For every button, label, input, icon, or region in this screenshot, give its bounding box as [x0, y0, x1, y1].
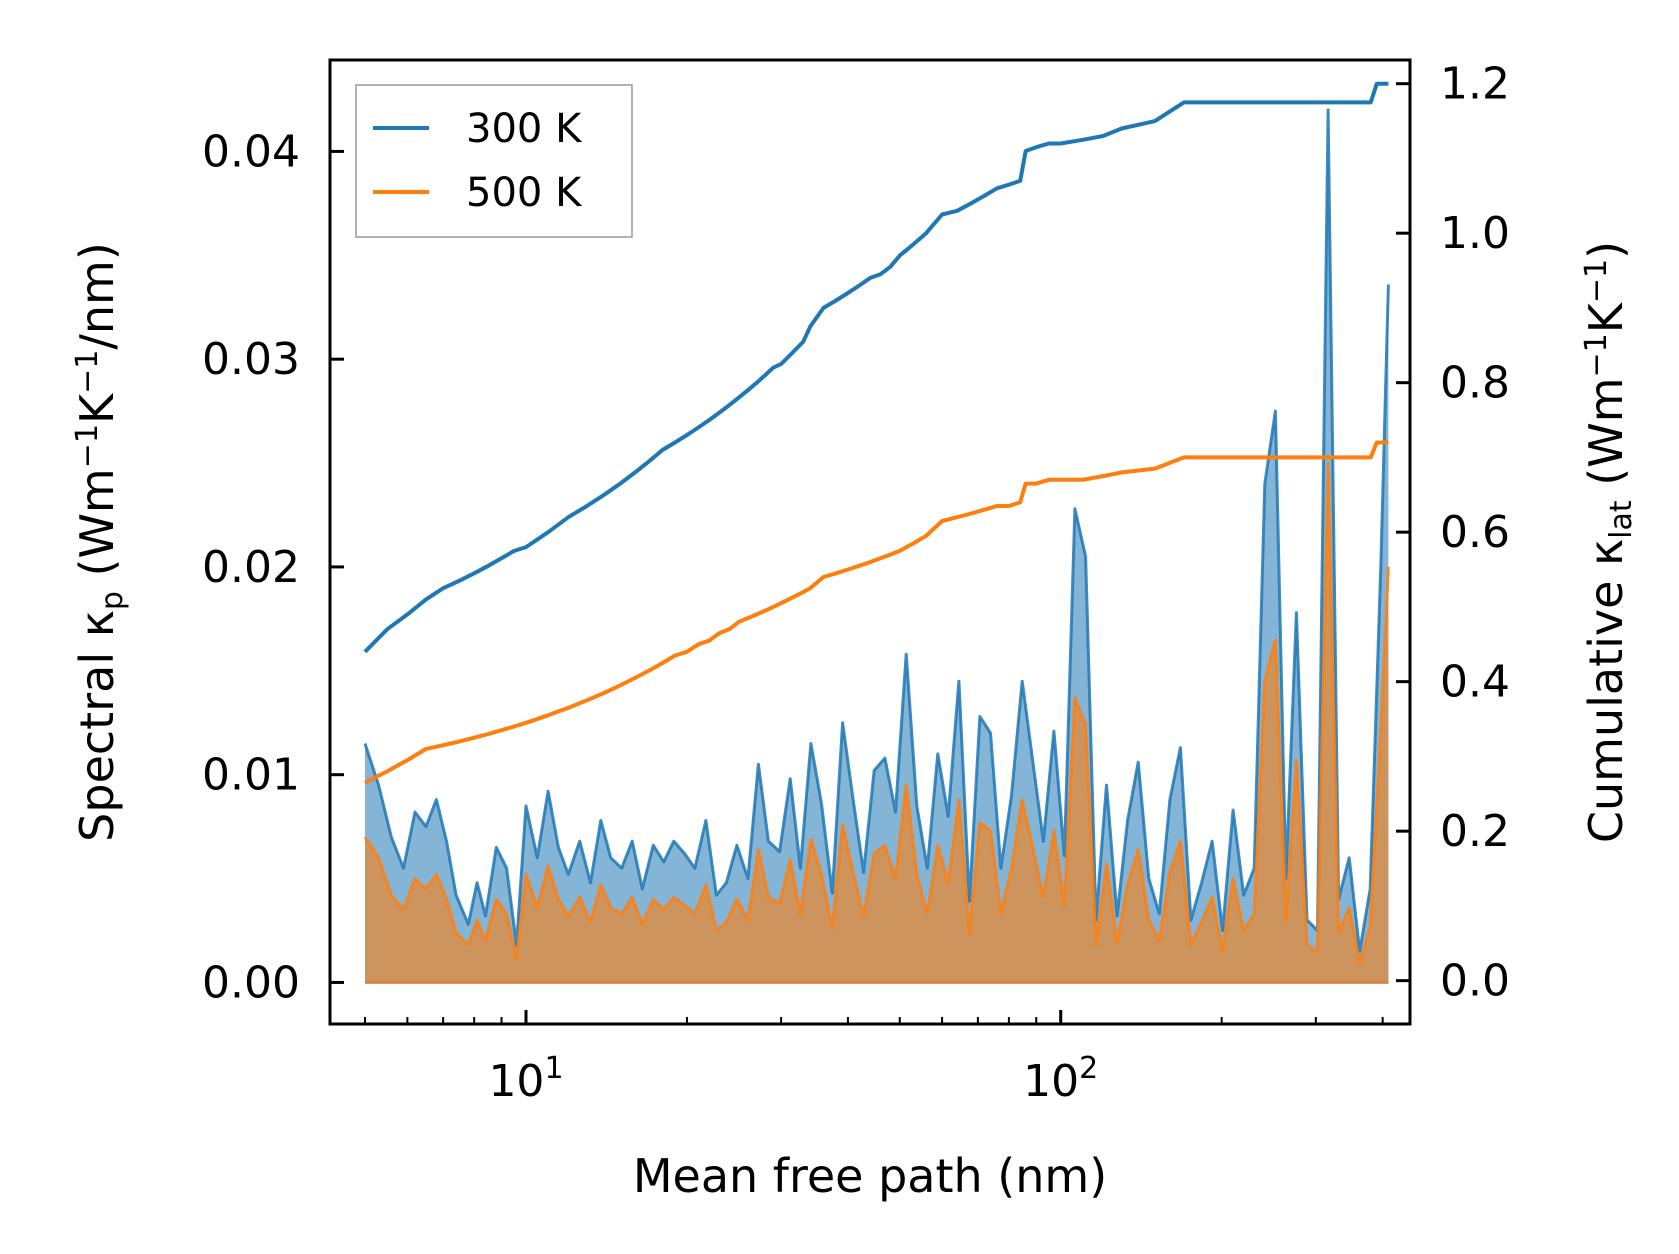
right-y-axis-title: Cumulative κlat (Wm−1K−1): [1579, 241, 1639, 843]
x-axis-title: Mean free path (nm): [633, 1149, 1107, 1203]
x-tick-base: 10: [1023, 1056, 1079, 1107]
spectral-line-500K: [363, 461, 1390, 966]
legend-label-300K: 300 K: [466, 106, 583, 152]
left-y-tick-label: 0.04: [202, 126, 300, 177]
x-tick-base: 10: [488, 1056, 544, 1107]
spectral-fill-500K: [365, 463, 1389, 983]
series-line-layer: [363, 81, 1389, 785]
right-y-tick-label: 1.2: [1440, 59, 1510, 110]
legend: 300 K 500 K: [355, 84, 633, 238]
legend-box: [355, 84, 633, 238]
cumulative-line-500K: [364, 440, 1389, 785]
x-axis: 101 102: [364, 1010, 1384, 1107]
x-tick-exponent: 2: [1079, 1051, 1098, 1086]
x-tick-exponent: 1: [544, 1051, 563, 1086]
cumulative-line-300K: [363, 81, 1389, 654]
right-y-axis: 0.0 0.2 0.4 0.6 0.8 1.0 1.2: [1396, 59, 1510, 1007]
right-y-tick-label: 0.4: [1440, 657, 1510, 708]
spectral-fill-layer: [363, 108, 1390, 984]
x-tick-label: 101: [488, 1051, 563, 1107]
right-y-tick-label: 0.0: [1440, 956, 1510, 1007]
left-y-tick-label: 0.01: [202, 750, 300, 801]
left-y-tick-label: 0.00: [202, 957, 300, 1008]
spectral-line-300K: [363, 108, 1390, 953]
x-tick-label: 102: [1023, 1051, 1098, 1107]
right-y-tick-label: 0.6: [1440, 507, 1510, 558]
right-y-tick-label: 0.2: [1440, 806, 1510, 857]
right-y-tick-label: 0.8: [1440, 358, 1510, 409]
right-y-tick-label: 1.0: [1440, 208, 1510, 259]
left-y-tick-label: 0.02: [202, 542, 300, 593]
legend-label-500K: 500 K: [466, 170, 583, 216]
plot-area-frame: [328, 58, 1412, 1026]
left-y-axis-title: Spectral κp (Wm−1K−1/nm): [70, 242, 130, 842]
left-y-tick-label: 0.03: [202, 334, 300, 385]
left-y-axis: 0.00 0.01 0.02 0.03 0.04: [202, 126, 344, 1008]
